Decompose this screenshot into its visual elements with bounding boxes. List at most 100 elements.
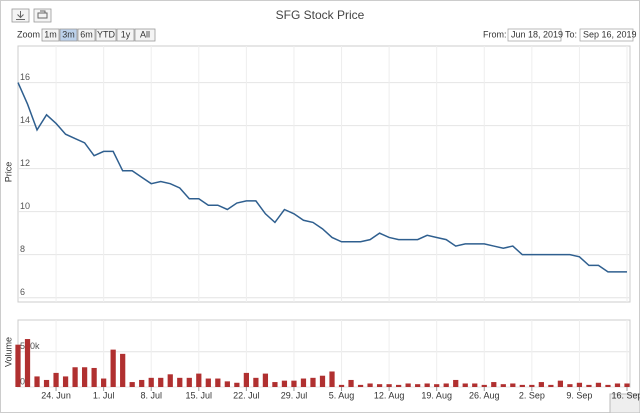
volume-bar: [557, 380, 564, 387]
range-button-label[interactable]: 6m: [80, 29, 93, 39]
price-axis-title: Price: [3, 162, 13, 183]
volume-bar: [396, 384, 402, 387]
volume-bar: [310, 377, 316, 387]
volume-bar: [595, 382, 602, 387]
range-button[interactable]: [59, 28, 78, 42]
volume-bar: [101, 378, 107, 387]
volume-bar: [386, 384, 392, 387]
y-tick-label: 8: [20, 244, 25, 254]
scrollbar[interactable]: [609, 393, 640, 413]
x-tick-label: 19. Aug: [421, 390, 452, 400]
y-tick-label: 6: [20, 287, 25, 297]
volume-bar: [177, 377, 183, 387]
volume-bar: [215, 378, 221, 387]
volume-bar: [567, 384, 573, 387]
volume-bar: [91, 367, 97, 387]
x-tick-label: 2. Sep: [519, 390, 545, 400]
download-icon: [16, 11, 25, 20]
volume-bar: [472, 383, 478, 387]
volume-bar: [62, 376, 69, 387]
volume-bar: [300, 378, 307, 387]
range-button[interactable]: [116, 28, 135, 42]
range-button[interactable]: [134, 28, 156, 42]
volume-bar: [281, 380, 288, 387]
volume-bar: [367, 383, 373, 387]
volume-bar: [110, 349, 116, 387]
x-tick-label: 22. Jul: [233, 390, 260, 400]
x-tick-label: 1. Jul: [93, 390, 115, 400]
volume-bar: [624, 383, 630, 387]
volume-bar: [15, 344, 21, 387]
export-buttons[interactable]: [11, 8, 52, 23]
volume-bar: [186, 377, 192, 387]
from-date[interactable]: Jun 18, 2019: [511, 29, 563, 39]
volume-bar: [481, 384, 487, 387]
volume-bar: [234, 382, 240, 387]
range-button[interactable]: [41, 28, 60, 42]
volume-bar: [129, 382, 135, 387]
volume-bar: [548, 384, 554, 387]
to-label: To:: [565, 29, 577, 39]
volume-bar: [43, 379, 50, 387]
range-button-label[interactable]: YTD: [97, 29, 116, 39]
x-tick-label: 29. Jul: [281, 390, 308, 400]
volume-bar: [224, 381, 230, 387]
price-pane: [17, 45, 631, 303]
volume-bar: [605, 384, 611, 387]
x-tick-label: 8. Jul: [140, 390, 162, 400]
to-date[interactable]: Sep 16, 2019: [583, 29, 637, 39]
from-field[interactable]: [507, 28, 562, 42]
price-line: [17, 82, 627, 273]
range-button[interactable]: [95, 28, 117, 42]
volume-bar: [24, 339, 31, 387]
x-tick-label: 16. Sep: [611, 390, 640, 400]
volume-bar: [434, 384, 440, 387]
volume-bar: [329, 371, 335, 387]
volume-bar: [405, 383, 411, 387]
volume-bar: [53, 372, 59, 387]
range-button-label[interactable]: 1y: [121, 29, 131, 39]
volume-bar: [262, 373, 269, 387]
volume-bar: [586, 384, 592, 387]
x-tick-label: 9. Sep: [566, 390, 592, 400]
volume-axis-title: Volume: [3, 337, 13, 367]
volume-bar: [205, 378, 211, 387]
volume-bar: [167, 374, 173, 387]
volume-bar: [81, 367, 88, 387]
volume-bar: [338, 384, 345, 387]
volume-bar: [272, 382, 278, 387]
volume-bar: [519, 384, 525, 387]
volume-bar: [462, 383, 468, 387]
volume-bar: [415, 384, 421, 387]
to-field[interactable]: [579, 28, 634, 42]
volume-bar: [538, 382, 544, 387]
volume-bar: [529, 384, 535, 387]
range-button-label[interactable]: All: [140, 29, 150, 39]
volume-bar: [614, 383, 621, 387]
from-label: From:: [483, 29, 507, 39]
range-button-label[interactable]: 3m: [62, 29, 75, 39]
y-tick-label: 16: [20, 72, 30, 82]
x-tick-label: 24. Jun: [41, 390, 71, 400]
volume-bar: [576, 382, 583, 387]
print-button[interactable]: [33, 8, 52, 23]
volume-bar: [120, 353, 126, 387]
volume-bar: [424, 383, 430, 387]
range-button-label[interactable]: 1m: [44, 29, 57, 39]
x-tick-label: 5. Aug: [329, 390, 355, 400]
y-tick-label: 14: [20, 115, 30, 125]
volume-bar: [500, 384, 506, 387]
print-icon: [37, 10, 48, 19]
volume-bar: [357, 384, 364, 387]
volume-bar: [34, 376, 40, 387]
volume-bar: [291, 380, 297, 387]
volume-bar: [491, 382, 497, 387]
volume-bar: [148, 377, 154, 387]
y-tick-label: 12: [20, 158, 30, 168]
volume-bar: [196, 373, 202, 387]
volume-bar: [453, 379, 459, 387]
range-button[interactable]: [77, 28, 96, 42]
